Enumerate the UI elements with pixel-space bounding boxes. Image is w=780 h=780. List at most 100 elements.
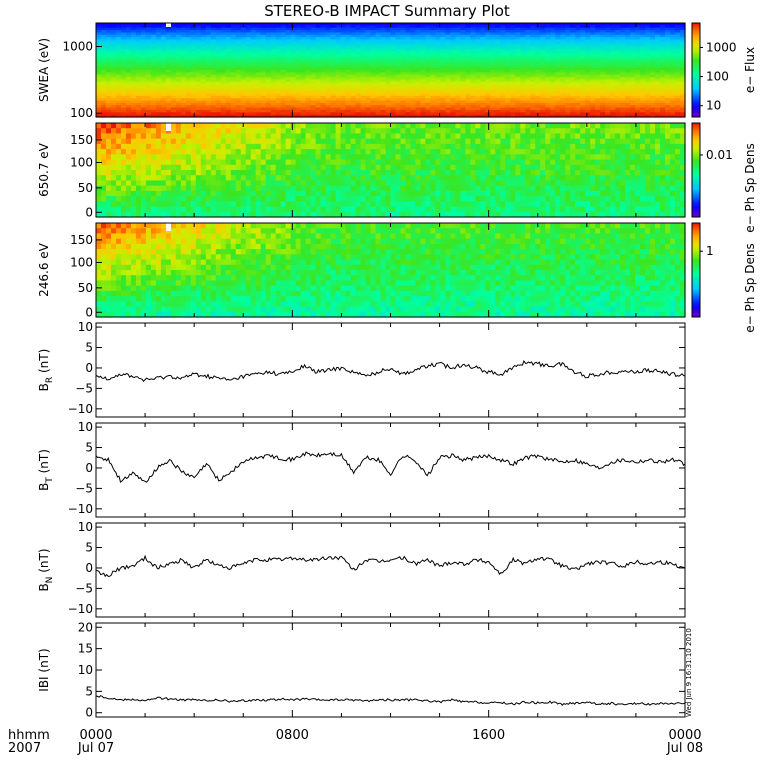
- heatmap-cell: [475, 84, 481, 88]
- heatmap-cell: [360, 58, 367, 62]
- heatmap-cell: [290, 107, 297, 111]
- heatmap-cell: [540, 112, 546, 116]
- heatmap-cell: [120, 77, 127, 80]
- heatmap-cell: [245, 51, 252, 55]
- heatmap-cell: [565, 95, 571, 99]
- heatmap-cell: [640, 44, 646, 48]
- heatmap-cell: [475, 86, 481, 90]
- heatmap-cell: [205, 91, 212, 95]
- heatmap-cell: [650, 72, 656, 76]
- heatmap-cell: [680, 114, 686, 118]
- heatmap-cell: [355, 39, 362, 43]
- heatmap-cell: [430, 77, 437, 80]
- heatmap-cell: [500, 48, 506, 52]
- heatmap-cell: [510, 67, 516, 71]
- heatmap-cell: [210, 70, 217, 73]
- heatmap-cell: [210, 60, 217, 64]
- heatmap-cell: [630, 65, 636, 69]
- heatmap-cell: [290, 81, 297, 85]
- heatmap-cell: [130, 44, 137, 48]
- heatmap-cell: [280, 84, 287, 88]
- heatmap-cell: [295, 72, 302, 76]
- heatmap-cell: [665, 51, 671, 55]
- heatmap-cell: [165, 53, 172, 57]
- heatmap-cell: [530, 25, 536, 29]
- heatmap-cell: [650, 48, 656, 52]
- heatmap-cell: [670, 88, 676, 92]
- heatmap-cell: [435, 27, 442, 31]
- heatmap-cell: [240, 109, 247, 113]
- heatmap-cell: [670, 23, 676, 26]
- heatmap-cell: [270, 102, 277, 106]
- heatmap-cell: [315, 27, 322, 31]
- heatmap-cell: [495, 37, 501, 41]
- heatmap-cell: [100, 114, 107, 118]
- heatmap-cell: [525, 32, 531, 36]
- heatmap-cell: [580, 105, 586, 109]
- heatmap-cell: [530, 109, 536, 113]
- heatmap-cell: [650, 30, 656, 33]
- heatmap-cell: [175, 32, 182, 36]
- heatmap-cell: [670, 34, 676, 38]
- heatmap-cell: [285, 84, 292, 88]
- heatmap-cell: [535, 95, 541, 99]
- heatmap-cell: [590, 23, 596, 26]
- heatmap-cell: [320, 81, 327, 85]
- heatmap-cell: [205, 58, 212, 62]
- heatmap-cell: [510, 60, 516, 64]
- heatmap-cell: [160, 34, 167, 38]
- heatmap-cell: [600, 105, 606, 109]
- heatmap-cell: [270, 93, 277, 97]
- heatmap-cell: [140, 41, 147, 45]
- heatmap-cell: [100, 37, 107, 41]
- heatmap-cell: [600, 109, 606, 113]
- heatmap-cell: [345, 91, 352, 95]
- heatmap-cell: [580, 88, 586, 92]
- heatmap-cell: [260, 25, 267, 29]
- heatmap-cell: [525, 48, 531, 52]
- heatmap-cell: [330, 81, 337, 85]
- heatmap-cell: [585, 25, 591, 29]
- heatmap-cell: [360, 77, 367, 80]
- heatmap-cell: [195, 44, 202, 48]
- heatmap-cell: [415, 51, 422, 55]
- heatmap-cell: [605, 48, 611, 52]
- heatmap-cell: [150, 112, 157, 116]
- heatmap-cell: [415, 58, 422, 62]
- heatmap-cell: [390, 62, 397, 66]
- heatmap-cell: [250, 37, 257, 41]
- heatmap-cell: [315, 25, 322, 29]
- heatmap-cell: [545, 58, 551, 62]
- heatmap-cell: [395, 70, 402, 73]
- heatmap-cell: [365, 25, 372, 29]
- heatmap-cell: [615, 91, 621, 95]
- heatmap-cell: [110, 62, 117, 66]
- heatmap-cell: [125, 53, 132, 57]
- heatmap-cell: [115, 48, 122, 52]
- heatmap-cell: [200, 32, 207, 36]
- heatmap-cell: [635, 79, 641, 83]
- heatmap-cell: [480, 32, 486, 36]
- heatmap-cell: [480, 81, 486, 85]
- heatmap-cell: [600, 32, 606, 36]
- heatmap-cell: [125, 175, 132, 182]
- heatmap-cell: [450, 41, 456, 45]
- heatmap-cell: [575, 62, 581, 66]
- heatmap-cell: [550, 70, 556, 73]
- heatmap-cell: [455, 37, 461, 41]
- heatmap-cell: [205, 41, 212, 45]
- heatmap-cell: [250, 112, 257, 116]
- heatmap-cell: [615, 55, 621, 59]
- heatmap-cell: [560, 100, 566, 104]
- heatmap-cell: [185, 91, 192, 95]
- heatmap-cell: [145, 77, 152, 80]
- heatmap-cell: [590, 77, 596, 80]
- heatmap-cell: [100, 196, 107, 202]
- heatmap-cell: [145, 30, 152, 33]
- heatmap-cell: [220, 88, 227, 92]
- heatmap-cell: [230, 109, 237, 113]
- heatmap-cell: [225, 91, 232, 95]
- heatmap-cell: [105, 170, 112, 176]
- heatmap-cell: [96, 180, 102, 187]
- heatmap-cell: [430, 88, 437, 92]
